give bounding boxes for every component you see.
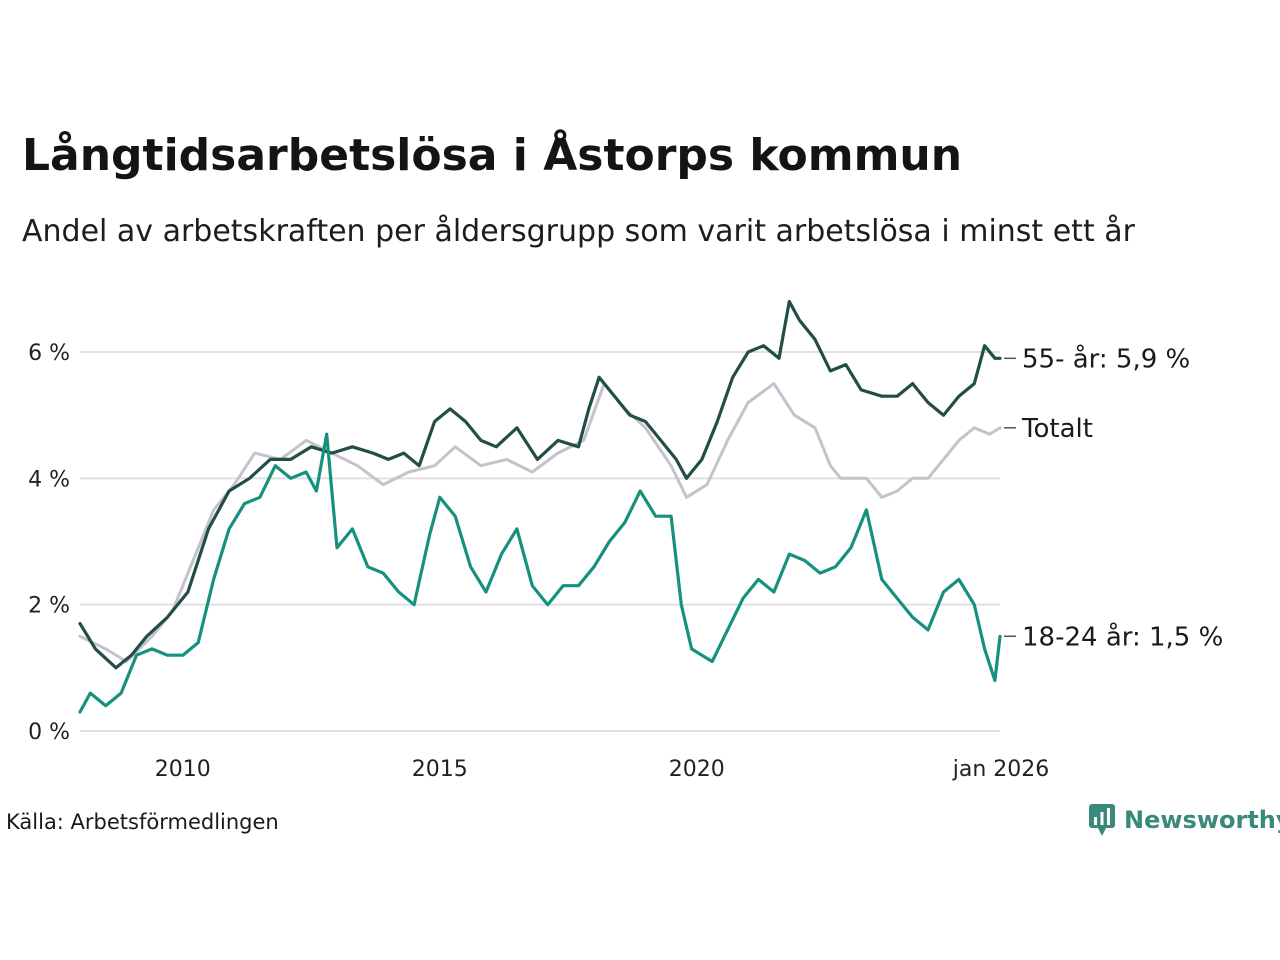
- series-label-young: 18-24 år: 1,5 %: [1022, 621, 1223, 652]
- brand-name: Newsworthy: [1124, 806, 1280, 834]
- newsworthy-logo-icon: [1089, 804, 1115, 836]
- series-label-senior: 55- år: 5,9 %: [1022, 343, 1190, 374]
- gridlines: [80, 351, 1000, 732]
- series-end-labels: Totalt 55- år: 5,9 % 18-24 år: 1,5 %: [1004, 343, 1223, 652]
- source-note: Källa: Arbetsförmedlingen: [6, 810, 279, 834]
- x-tick-label: jan 2026: [952, 757, 1050, 782]
- x-axis-ticks: 2010 2015 2020 jan 2026: [155, 757, 1050, 782]
- series-line-young: [78, 432, 1002, 714]
- y-tick-label: 0 %: [28, 720, 70, 745]
- x-tick-label: 2010: [155, 757, 211, 782]
- y-tick-label: 4 %: [28, 467, 70, 492]
- brand-logo: Newsworthy: [1088, 803, 1280, 837]
- x-tick-label: 2020: [669, 757, 725, 782]
- series-lines: [78, 299, 1002, 714]
- series-label-total: Totalt: [1021, 414, 1093, 444]
- y-axis-ticks: 0 % 2 % 4 % 6 %: [28, 341, 70, 745]
- y-tick-label: 2 %: [28, 594, 70, 619]
- y-tick-label: 6 %: [28, 341, 70, 366]
- line-chart: 0 % 2 % 4 % 6 % 2010 2015 2020 jan 2026 Totalt…: [28, 299, 1223, 782]
- chart-title: Långtidsarbetslösa i Åstorps kommun: [22, 130, 963, 181]
- chart-subtitle: Andel av arbetskraften per åldersgrupp s…: [22, 214, 1135, 249]
- x-tick-label: 2015: [412, 757, 468, 782]
- series-line-senior: [78, 299, 1002, 670]
